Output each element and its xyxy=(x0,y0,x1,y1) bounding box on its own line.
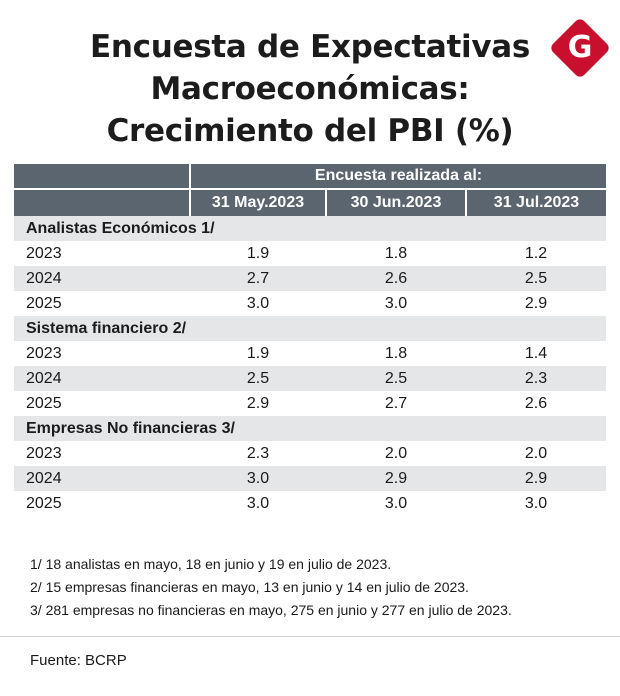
footnote: 1/ 18 analistas en mayo, 18 en junio y 1… xyxy=(30,556,392,572)
value-cell: 1.8 xyxy=(384,244,408,262)
page-title: Encuesta de Expectativas Macroeconómicas… xyxy=(40,26,580,152)
table-row: 2025 3.0 3.0 3.0 xyxy=(14,491,606,516)
table-header-survey: Encuesta realizada al: xyxy=(14,164,606,189)
title-line-1: Encuesta de Expectativas xyxy=(89,29,531,65)
growth-table: Encuesta realizada al: 31 May.2023 30 Ju… xyxy=(14,164,606,516)
value-cell: 3.0 xyxy=(190,466,326,491)
year-cell: 2025 xyxy=(26,494,62,512)
table-header-dates: 31 May.2023 30 Jun.2023 31 Jul.2023 xyxy=(14,188,606,216)
group-label: Analistas Económicos 1/ xyxy=(14,216,606,241)
value-cell: 3.0 xyxy=(246,494,270,512)
value-cell: 1.2 xyxy=(524,244,548,262)
value-cell: 2.3 xyxy=(466,366,606,391)
year-cell: 2023 xyxy=(26,244,62,262)
header-blank-cell xyxy=(14,164,190,189)
value-cell: 2.9 xyxy=(246,394,270,412)
year-cell: 2023 xyxy=(26,344,62,362)
value-cell: 3.0 xyxy=(384,494,408,512)
year-cell: 2024 xyxy=(14,466,190,491)
year-cell: 2025 xyxy=(26,394,62,412)
value-cell: 2.3 xyxy=(246,444,270,462)
value-cell: 1.8 xyxy=(384,344,408,362)
value-cell: 3.0 xyxy=(524,494,548,512)
value-cell: 2.7 xyxy=(384,394,408,412)
value-cell: 2.9 xyxy=(524,294,548,312)
table-row: 2024 3.0 2.9 2.9 xyxy=(14,466,606,491)
value-cell: 2.5 xyxy=(326,366,466,391)
table-row: 2025 3.0 3.0 2.9 xyxy=(14,291,606,316)
value-cell: 2.5 xyxy=(466,266,606,291)
table-row: 2023 1.9 1.8 1.4 xyxy=(14,341,606,366)
group-label: Sistema financiero 2/ xyxy=(14,316,606,341)
value-cell: 2.5 xyxy=(190,366,326,391)
value-cell: 1.9 xyxy=(246,344,270,362)
title-line-3: Crecimiento del PBI (%) xyxy=(106,113,514,149)
year-cell: 2023 xyxy=(26,444,62,462)
value-cell: 2.9 xyxy=(466,466,606,491)
table-row: 2024 2.5 2.5 2.3 xyxy=(14,366,606,391)
footnotes: 1/ 18 analistas en mayo, 18 en junio y 1… xyxy=(30,553,512,622)
group-row: Empresas No financieras 3/ xyxy=(14,416,606,441)
title-line-2: Macroeconómicas: xyxy=(150,71,470,107)
value-cell: 2.9 xyxy=(326,466,466,491)
year-cell: 2025 xyxy=(26,294,62,312)
value-cell: 3.0 xyxy=(246,294,270,312)
survey-label: Encuesta realizada al: xyxy=(189,164,606,189)
value-cell: 2.7 xyxy=(190,266,326,291)
header-blank-cell xyxy=(14,188,190,216)
value-cell: 1.4 xyxy=(524,344,548,362)
date-header: 31 Jul.2023 xyxy=(465,188,606,216)
date-header: 30 Jun.2023 xyxy=(325,188,466,216)
brand-logo-letter: G xyxy=(567,30,593,65)
value-cell: 2.6 xyxy=(326,266,466,291)
date-header: 31 May.2023 xyxy=(189,188,326,216)
value-cell: 2.0 xyxy=(384,444,408,462)
value-cell: 3.0 xyxy=(384,294,408,312)
table-row: 2023 1.9 1.8 1.2 xyxy=(14,241,606,266)
footnote: 3/ 281 empresas no financieras en mayo, … xyxy=(30,602,512,618)
year-cell: 2024 xyxy=(14,266,190,291)
table-row: 2024 2.7 2.6 2.5 xyxy=(14,266,606,291)
divider xyxy=(0,636,620,637)
footnote: 2/ 15 empresas financieras en mayo, 13 e… xyxy=(30,579,469,595)
value-cell: 2.6 xyxy=(524,394,548,412)
value-cell: 1.9 xyxy=(246,244,270,262)
group-row: Sistema financiero 2/ xyxy=(14,316,606,341)
group-label: Empresas No financieras 3/ xyxy=(14,416,606,441)
table-row: 2023 2.3 2.0 2.0 xyxy=(14,441,606,466)
source-note: Fuente: BCRP xyxy=(30,652,127,669)
value-cell: 2.0 xyxy=(524,444,548,462)
year-cell: 2024 xyxy=(14,366,190,391)
group-row: Analistas Económicos 1/ xyxy=(14,216,606,241)
table-row: 2025 2.9 2.7 2.6 xyxy=(14,391,606,416)
